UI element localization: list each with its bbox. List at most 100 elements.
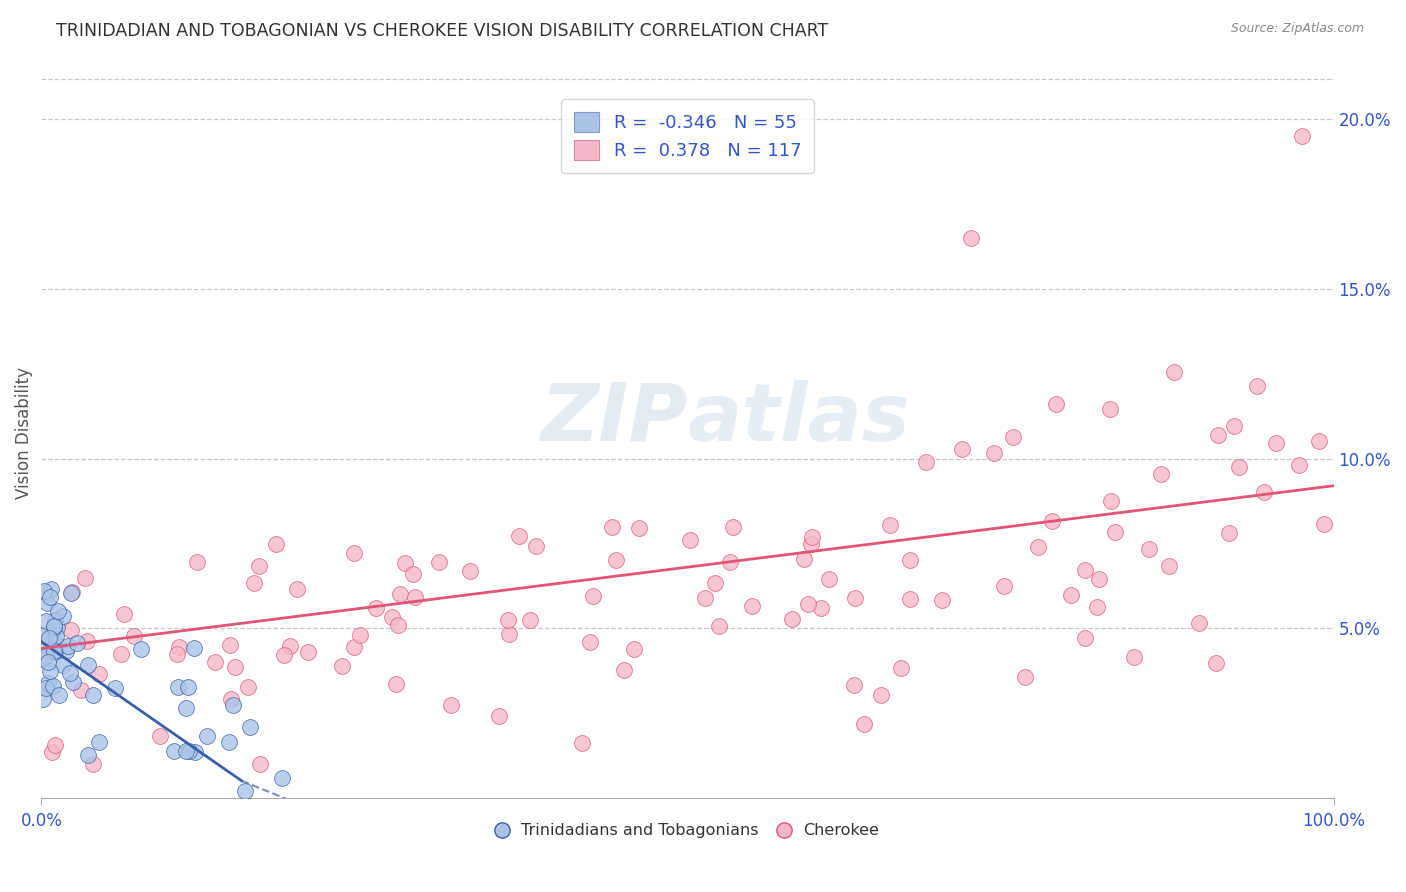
Point <box>1157 558 1180 573</box>
Point <box>44 644 66 658</box>
Point <box>780 612 803 626</box>
Legend: Trinidadians and Tobagonians, Cherokee: Trinidadians and Tobagonians, Cherokee <box>489 817 886 845</box>
Point <box>381 610 404 624</box>
Point <box>264 537 287 551</box>
Point <box>741 599 763 614</box>
Point <box>38 631 60 645</box>
Point <box>524 539 547 553</box>
Point <box>62 675 84 690</box>
Point <box>76 633 98 648</box>
Point <box>703 575 725 590</box>
Point <box>112 607 135 622</box>
Point <box>224 660 246 674</box>
Point <box>273 648 295 662</box>
Point <box>32 583 55 598</box>
Point <box>440 698 463 712</box>
Point <box>270 771 292 785</box>
Point <box>898 553 921 567</box>
Point <box>37 655 59 669</box>
Point <box>249 756 271 771</box>
Point <box>219 692 242 706</box>
Point <box>45 637 67 651</box>
Point <box>37 676 59 690</box>
Point <box>37 596 59 610</box>
Point <box>387 618 409 632</box>
Point <box>39 664 62 678</box>
Point <box>950 442 973 456</box>
Point <box>1253 484 1275 499</box>
Point <box>65 636 87 650</box>
Point <box>1205 657 1227 671</box>
Point <box>404 590 426 604</box>
Point <box>1288 458 1310 473</box>
Point <box>844 591 866 605</box>
Point <box>693 591 716 606</box>
Point <box>35 649 58 664</box>
Point <box>31 652 53 666</box>
Point <box>519 613 541 627</box>
Point <box>721 520 744 534</box>
Point <box>1291 129 1313 144</box>
Point <box>582 590 605 604</box>
Point <box>1222 418 1244 433</box>
Point <box>1040 514 1063 528</box>
Text: ZIP: ZIP <box>540 380 688 458</box>
Point <box>31 628 53 642</box>
Point <box>44 614 66 628</box>
Point <box>149 729 172 743</box>
Point <box>343 546 366 560</box>
Point <box>402 567 425 582</box>
Point <box>186 555 208 569</box>
Point <box>69 682 91 697</box>
Point <box>879 517 901 532</box>
Point <box>1150 467 1173 482</box>
Point <box>1265 436 1288 450</box>
Point <box>1137 541 1160 556</box>
Point <box>983 446 1005 460</box>
Point <box>218 735 240 749</box>
Point <box>163 744 186 758</box>
Point <box>800 537 823 551</box>
Point <box>852 716 875 731</box>
Point <box>59 585 82 599</box>
Text: atlas: atlas <box>688 380 910 458</box>
Point <box>1074 564 1097 578</box>
Y-axis label: Vision Disability: Vision Disability <box>15 368 32 500</box>
Point <box>364 600 387 615</box>
Point <box>235 784 257 798</box>
Point <box>579 635 602 649</box>
Point <box>709 619 731 633</box>
Point <box>623 642 645 657</box>
Point <box>278 639 301 653</box>
Point <box>45 620 67 634</box>
Point <box>55 644 77 658</box>
Point <box>1122 649 1144 664</box>
Point <box>1104 524 1126 539</box>
Point <box>174 700 197 714</box>
Point <box>427 555 450 569</box>
Point <box>89 667 111 681</box>
Point <box>498 626 520 640</box>
Point <box>45 629 67 643</box>
Point <box>1218 526 1240 541</box>
Point <box>31 691 53 706</box>
Point <box>184 745 207 759</box>
Point <box>1227 460 1250 475</box>
Point <box>810 601 832 615</box>
Point <box>1088 573 1111 587</box>
Point <box>104 681 127 695</box>
Point <box>42 620 65 634</box>
Point <box>349 628 371 642</box>
Point <box>1085 599 1108 614</box>
Point <box>1163 365 1185 379</box>
Point <box>52 658 75 673</box>
Point <box>718 555 741 569</box>
Point <box>800 530 823 544</box>
Point <box>297 645 319 659</box>
Point <box>1206 428 1229 442</box>
Text: Source: ZipAtlas.com: Source: ZipAtlas.com <box>1230 22 1364 36</box>
Point <box>818 572 841 586</box>
Point <box>600 520 623 534</box>
Point <box>285 582 308 597</box>
Point <box>82 688 104 702</box>
